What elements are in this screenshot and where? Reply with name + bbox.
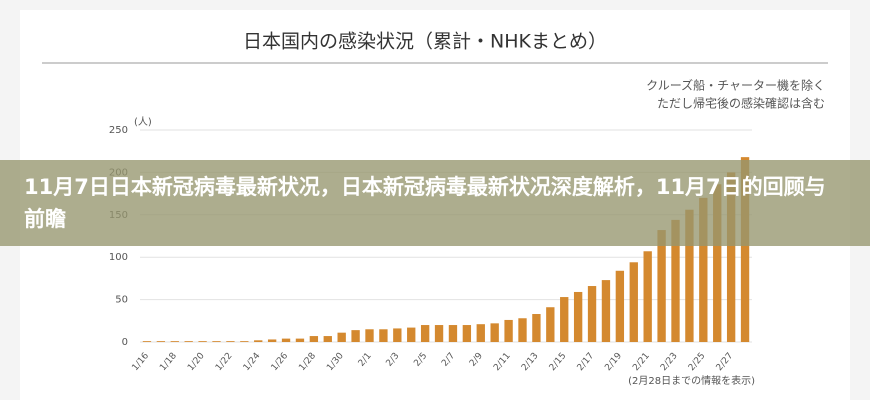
chart-title: 日本国内の感染状況（累計・NHKまとめ） [243, 31, 607, 53]
bar [267, 339, 277, 342]
bar [142, 341, 152, 342]
footnote: (2月28日までの情報を表示) [628, 374, 755, 387]
note: ただし帰宅後の感染確認は含む [657, 96, 825, 111]
bar [365, 329, 374, 342]
bar [615, 270, 625, 342]
bar [546, 307, 555, 342]
bar [198, 341, 207, 342]
bar [337, 332, 346, 342]
bar [685, 209, 694, 342]
bar [156, 341, 166, 342]
bar [309, 336, 319, 342]
bar [726, 172, 736, 342]
bar [393, 328, 402, 342]
bar [295, 338, 305, 342]
bar [643, 251, 652, 342]
bar [504, 319, 513, 342]
bar [184, 341, 193, 342]
bar [518, 318, 527, 342]
bar [448, 325, 458, 342]
y-tick-label: 250 [109, 125, 128, 136]
bar [490, 323, 499, 342]
bar [254, 340, 263, 342]
bar [671, 219, 680, 342]
bar [434, 325, 444, 342]
bar [532, 314, 541, 342]
bar [212, 341, 221, 342]
bar [420, 325, 430, 342]
bar [587, 286, 597, 342]
y-tick-label: 0 [122, 337, 128, 348]
bar [323, 336, 332, 342]
y-tick-label: 100 [109, 252, 128, 263]
y-axis-label: (人) [134, 116, 152, 128]
note: クルーズ船・チャーター機を除く [646, 78, 825, 93]
bar [240, 341, 249, 342]
bar [601, 280, 611, 342]
bar [629, 262, 638, 342]
bar [713, 184, 722, 342]
bar [379, 329, 388, 342]
bar [699, 197, 708, 342]
bar [281, 338, 291, 342]
bar [657, 230, 666, 342]
bar [560, 297, 569, 342]
bar [170, 341, 179, 342]
bar [226, 341, 235, 342]
bar [740, 157, 750, 342]
overlay-text: 11月7日日本新冠病毒最新状况，日本新冠病毒最新状况深度解析，11月7日的回顾与… [24, 175, 826, 231]
overlay-banner: 11月7日日本新冠病毒最新状况，日本新冠病毒最新状况深度解析，11月7日的回顾与… [0, 160, 870, 246]
bar [476, 324, 485, 342]
bar [351, 330, 360, 342]
bar [462, 325, 472, 342]
bar [573, 291, 583, 342]
bar [407, 327, 416, 342]
y-tick-label: 50 [115, 295, 128, 306]
